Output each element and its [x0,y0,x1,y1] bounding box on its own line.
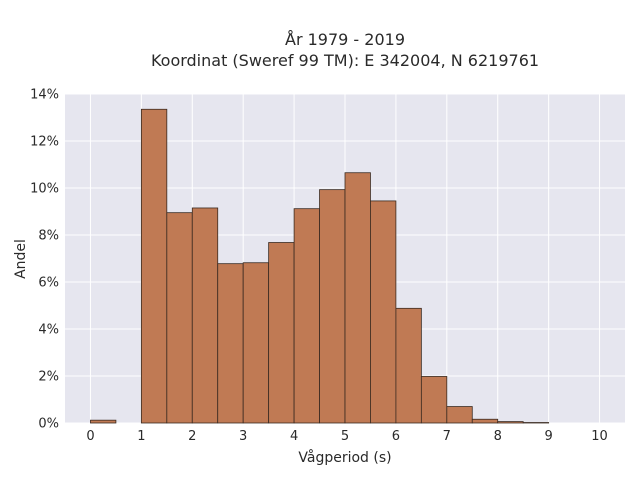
y-tick-label: 6% [38,276,59,291]
y-tick-label: 8% [38,229,59,244]
histogram-bar [268,242,295,424]
y-tick-label: 2% [38,370,59,385]
histogram-bar [344,172,371,424]
y-tick-label: 12% [30,135,59,150]
y-axis-label: Andel [13,239,29,279]
histogram-bar [370,200,397,424]
y-tick-label: 0% [38,417,59,432]
histogram-bar [242,262,270,424]
histogram-bar [90,419,117,424]
x-tick-label: 10 [591,429,608,444]
histogram-bar [166,212,193,424]
x-axis-label: Vågperiod (s) [298,449,391,466]
histogram-bar [319,189,346,424]
histogram-bar [217,263,244,424]
x-tick-label: 2 [188,429,196,444]
y-tick-label: 4% [38,323,59,338]
histogram-bar [420,376,448,424]
x-tick-label: 7 [443,429,451,444]
x-tick-label: 1 [137,429,145,444]
x-tick-label: 3 [239,429,247,444]
bars-group [90,108,550,424]
x-tick-label: 0 [86,429,94,444]
x-tick-label: 5 [341,429,349,444]
histogram-bar [471,418,499,424]
chart-title-line1: År 1979 - 2019 [285,30,405,49]
y-tick-label: 14% [30,88,59,103]
x-tick-label: 9 [544,429,552,444]
x-axis-ticks: 0 1 2 3 4 5 6 7 8 9 10 [86,429,608,444]
histogram-bar [395,307,422,424]
y-tick-label: 10% [30,182,59,197]
histogram-bar [293,208,320,424]
histogram-bar [191,207,219,424]
histogram-bar [446,406,473,424]
x-tick-label: 4 [290,429,298,444]
histogram-bar [140,108,168,424]
x-tick-label: 8 [494,429,502,444]
histogram-bar [497,421,524,424]
chart-title-line2: Koordinat (Sweref 99 TM): E 342004, N 62… [151,51,539,70]
x-tick-label: 6 [392,429,400,444]
y-axis-ticks: 0% 2% 4% 6% 8% 10% 12% 14% [30,88,59,432]
